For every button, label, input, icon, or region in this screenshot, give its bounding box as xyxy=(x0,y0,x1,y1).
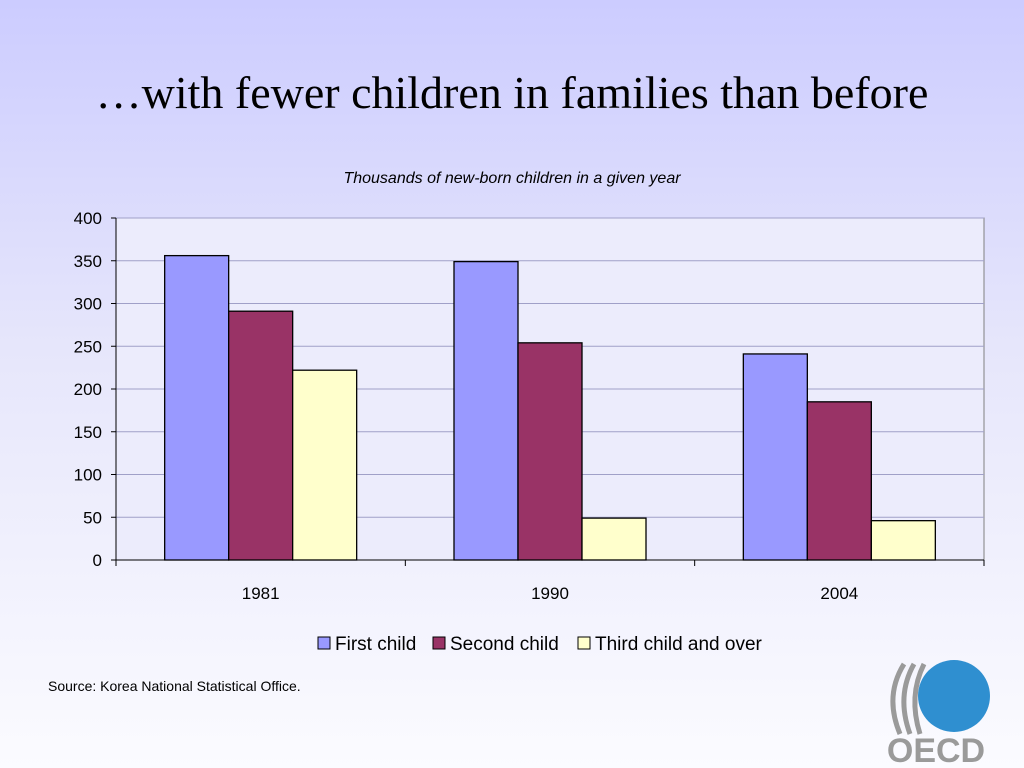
legend-swatch xyxy=(432,636,446,650)
oecd-logo: OECD xyxy=(887,660,990,766)
y-tick-label: 0 xyxy=(93,551,102,570)
source-note: Source: Korea National Statistical Offic… xyxy=(48,678,301,694)
legend-swatch xyxy=(317,636,331,650)
bar xyxy=(870,520,936,561)
y-tick-label: 300 xyxy=(74,295,102,314)
y-tick-label: 150 xyxy=(74,423,102,442)
oecd-logo-text: OECD xyxy=(887,732,985,766)
x-category-label: 2004 xyxy=(820,584,858,603)
y-tick-label: 400 xyxy=(74,209,102,228)
bar xyxy=(806,401,872,561)
legend-label: Second child xyxy=(450,634,559,655)
y-tick-label: 200 xyxy=(74,380,102,399)
x-category-label: 1981 xyxy=(242,584,280,603)
bar xyxy=(164,254,230,561)
x-category-label: 1990 xyxy=(531,584,569,603)
y-tick-label: 350 xyxy=(74,252,102,271)
y-tick-label: 100 xyxy=(74,466,102,485)
y-tick-label: 250 xyxy=(74,337,102,356)
bar xyxy=(228,310,294,561)
bar xyxy=(742,353,808,561)
legend-label: First child xyxy=(335,634,416,655)
bar xyxy=(517,342,583,561)
chart-title: Thousands of new-born children in a give… xyxy=(343,170,681,187)
y-tick-label: 50 xyxy=(83,508,102,527)
legend-swatch xyxy=(577,636,591,650)
bar xyxy=(292,369,358,561)
bar xyxy=(581,517,647,561)
bar xyxy=(453,260,519,561)
legend-label: Third child and over xyxy=(595,634,763,655)
slide-title: …with fewer children in families than be… xyxy=(95,67,929,118)
